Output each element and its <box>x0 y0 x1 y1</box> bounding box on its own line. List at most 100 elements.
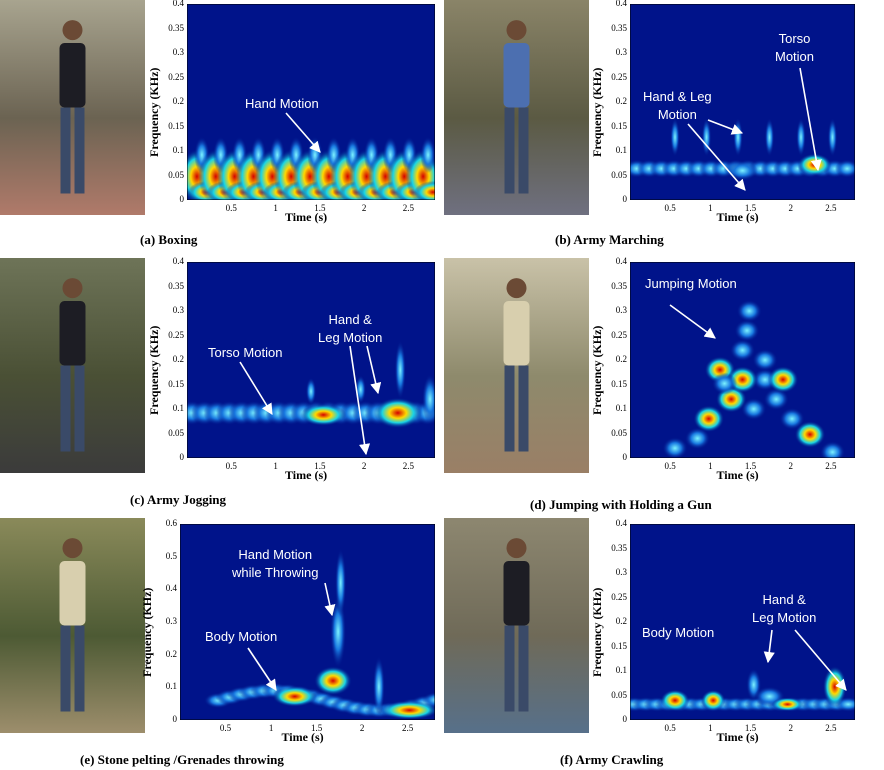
x-tick-label: 2.5 <box>402 203 415 213</box>
panel-caption: (a) Boxing <box>140 232 198 247</box>
energy-region <box>827 118 838 157</box>
x-tick-label: 1.5 <box>310 723 323 733</box>
energy-region <box>701 689 726 711</box>
y-axis-label: Frequency (KHz) <box>147 325 161 415</box>
y-tick-label: 0.3 <box>172 305 184 315</box>
energy-region <box>729 339 756 362</box>
y-axis-label: Frequency (KHz) <box>590 67 604 157</box>
x-tick-label: 2 <box>788 203 793 213</box>
subject-photo <box>444 518 589 733</box>
y-tick-label: 0.05 <box>611 689 627 700</box>
x-tick-label: 2 <box>788 461 793 471</box>
spectrogram <box>187 262 435 458</box>
energy-region <box>272 686 318 707</box>
y-tick-label: 0 <box>622 714 628 724</box>
energy-region <box>670 118 680 157</box>
annotation-line: Torso <box>778 31 811 46</box>
y-tick-label: 0.2 <box>172 96 184 106</box>
annotation-label: Hand Motion while Throwing <box>232 546 318 582</box>
energy-region <box>752 349 778 371</box>
energy-region <box>693 405 725 433</box>
x-tick-label: 2.5 <box>402 723 414 733</box>
annotation-line: Hand & <box>762 592 806 607</box>
energy-region <box>779 407 805 430</box>
energy-region <box>662 437 688 458</box>
x-tick-label: 0.5 <box>225 203 237 213</box>
annotation-label: Torso Motion <box>208 344 282 362</box>
annotation-label: Hand & Leg Motion <box>318 311 382 347</box>
y-tick-label: 0.1 <box>172 145 184 155</box>
energy-region <box>797 153 832 176</box>
y-tick-label: 0.05 <box>611 427 627 438</box>
subject-photo <box>444 0 589 215</box>
energy-region <box>355 375 366 404</box>
x-axis-label: Time (s) <box>716 468 759 482</box>
y-tick-label: 0.5 <box>165 550 177 561</box>
y-tick-label: 0 <box>179 194 185 204</box>
y-tick-label: 0.4 <box>615 518 627 528</box>
subject-photo <box>444 258 589 473</box>
annotation-line: Body Motion <box>642 625 715 640</box>
annotation-line: Leg Motion <box>318 330 383 345</box>
energy-region <box>414 180 435 200</box>
energy-region <box>822 666 847 708</box>
person-figure <box>503 538 530 712</box>
energy-region <box>660 689 690 712</box>
spectrogram <box>180 524 435 720</box>
person-figure <box>59 278 86 452</box>
person-figure <box>503 278 530 452</box>
y-tick-label: 0.4 <box>615 0 627 8</box>
energy-region <box>727 160 758 181</box>
y-tick-label: 0.3 <box>615 567 627 577</box>
y-axis-label: Frequency (KHz) <box>590 325 604 415</box>
y-tick-label: 0.2 <box>615 616 627 626</box>
y-tick-label: 0.1 <box>615 145 627 155</box>
annotation-line: Hand Motion <box>245 96 319 111</box>
energy-region <box>834 159 855 178</box>
annotation-line: Leg Motion <box>752 610 817 625</box>
x-tick-label: 1.5 <box>314 203 326 213</box>
energy-region <box>335 548 347 617</box>
annotation-label: Torso Motion <box>775 30 814 66</box>
x-tick-label: 0.5 <box>219 723 232 733</box>
x-tick-label: 2.5 <box>825 723 837 733</box>
y-axis-label: Frequency (KHz) <box>590 587 604 677</box>
person-figure <box>503 20 530 194</box>
spectrogram <box>630 262 855 458</box>
x-axis-label: Time (s) <box>281 730 324 744</box>
energy-region <box>373 397 422 429</box>
y-tick-label: 0.25 <box>168 329 184 340</box>
annotation-line: Motion <box>775 49 815 64</box>
annotation-line: Jumping Motion <box>645 276 737 291</box>
annotation-line: Hand & <box>328 312 372 327</box>
subject-photo <box>0 0 145 215</box>
x-axis-label: Time (s) <box>285 468 328 482</box>
energy-region <box>420 136 435 174</box>
y-axis-label: Frequency (KHz) <box>147 67 161 157</box>
panel-caption: (f) Army Crawling <box>560 752 664 767</box>
energy-region <box>372 656 385 718</box>
y-tick-label: 0.35 <box>611 280 627 291</box>
spectrogram <box>630 524 855 720</box>
energy-region <box>300 404 347 426</box>
y-tick-label: 0.2 <box>615 354 627 364</box>
annotation-label: Body Motion <box>642 624 714 642</box>
subject-photo <box>0 258 145 473</box>
y-tick-label: 0.25 <box>611 71 627 82</box>
y-tick-label: 0.6 <box>165 518 177 528</box>
y-tick-label: 0.15 <box>168 378 184 389</box>
annotation-label: Hand & Leg Motion <box>643 88 712 124</box>
annotation-line: Hand & Leg <box>643 89 712 104</box>
annotation-label: Jumping Motion <box>645 275 737 293</box>
person-figure <box>59 20 86 194</box>
y-tick-label: 0.2 <box>615 96 627 106</box>
y-tick-label: 0.25 <box>611 329 627 340</box>
y-tick-label: 0 <box>622 194 628 204</box>
x-tick-label: 1 <box>708 461 713 471</box>
energy-region <box>736 300 762 322</box>
spectrogram <box>187 4 435 200</box>
x-tick-label: 2 <box>361 203 367 213</box>
x-tick-label: 2 <box>788 723 793 733</box>
y-tick-label: 0.25 <box>611 591 627 602</box>
y-tick-label: 0.4 <box>615 256 627 266</box>
